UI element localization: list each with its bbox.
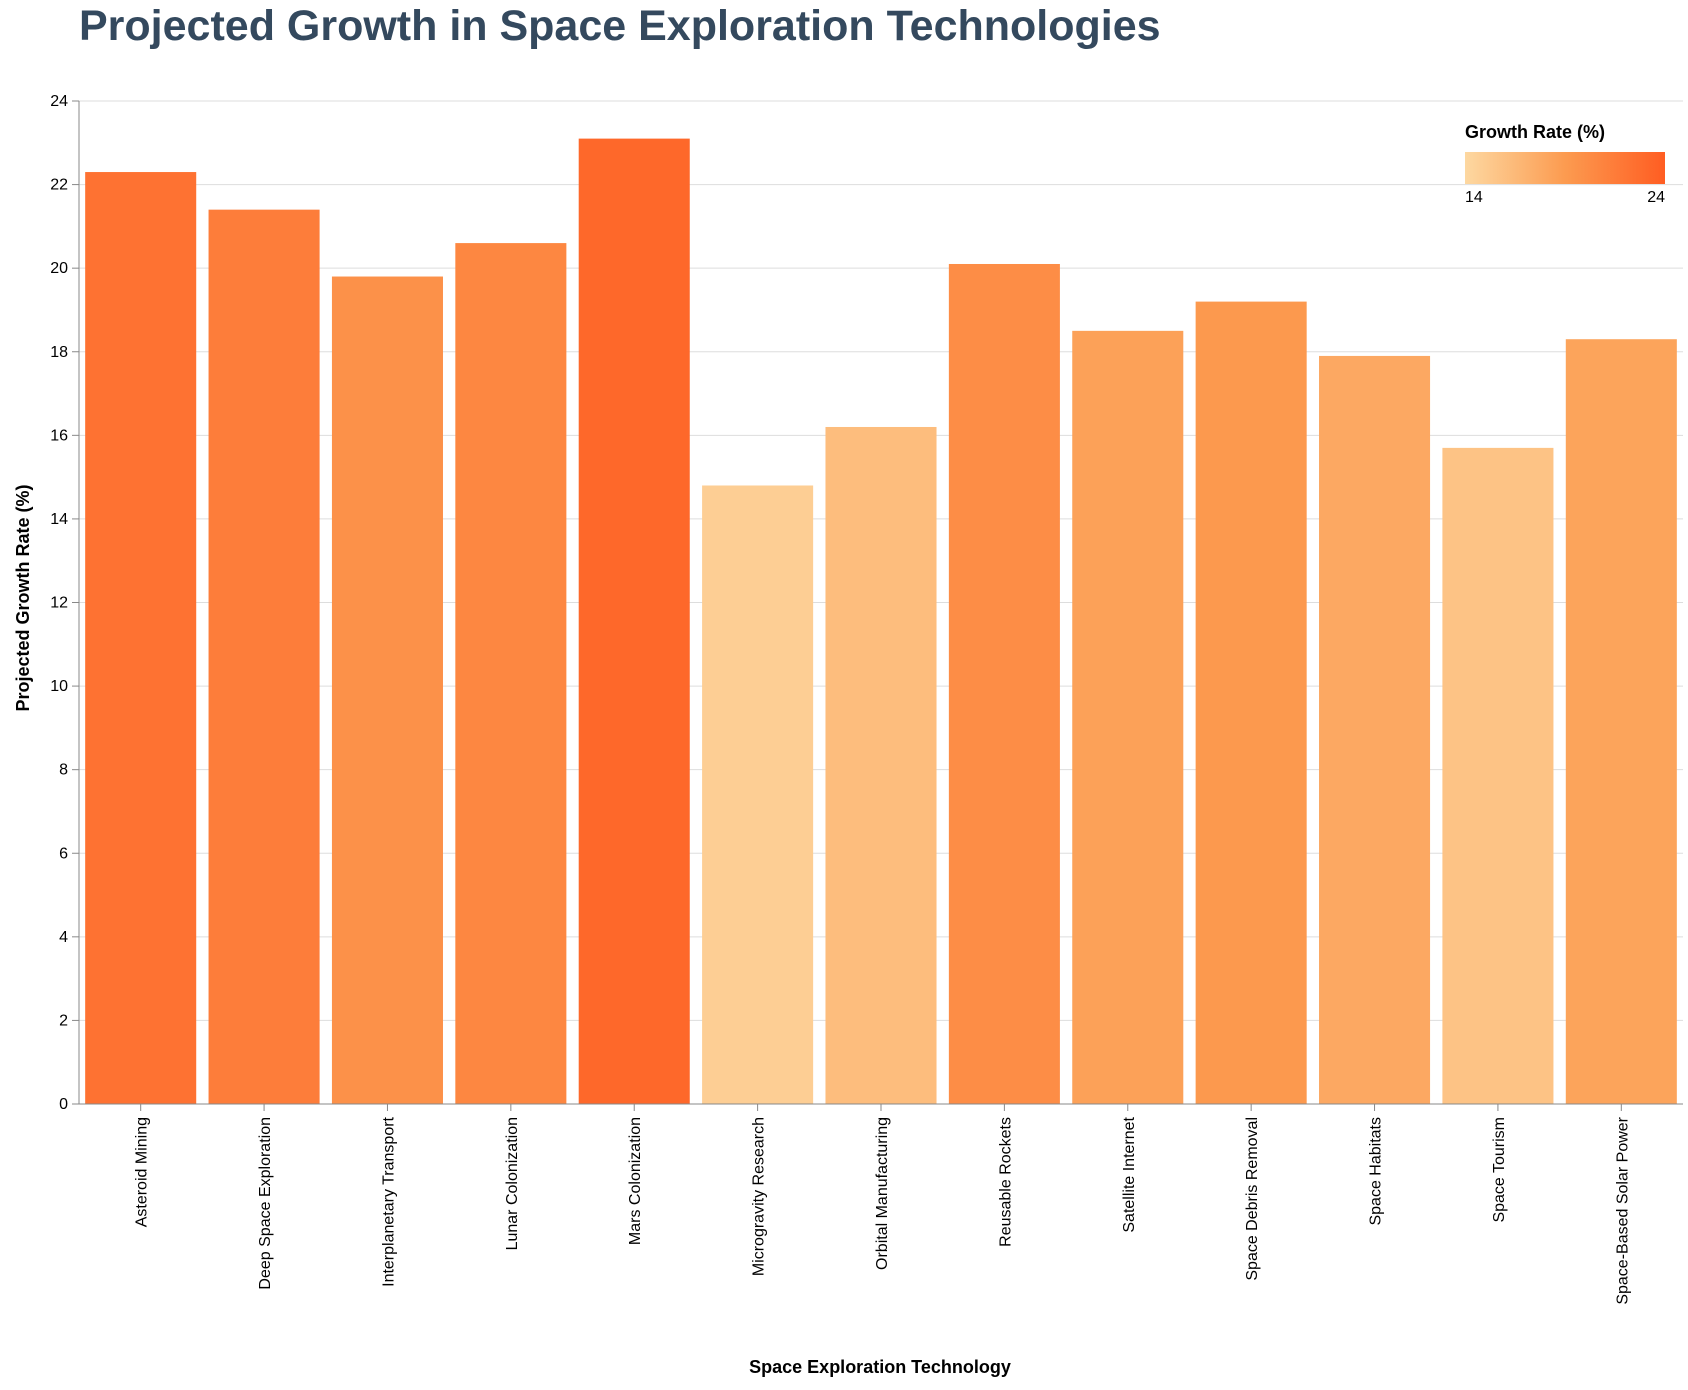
- bar-microgravity-research: [702, 485, 814, 1104]
- legend-min-label: 14: [1465, 189, 1483, 206]
- x-tick-label: Orbital Manufacturing: [874, 1117, 891, 1270]
- bar-space-habitats: [1319, 355, 1431, 1104]
- x-axis-title: Space Exploration Technology: [749, 1357, 1011, 1377]
- y-tick-label: 4: [59, 929, 68, 946]
- y-tick-label: 6: [59, 845, 68, 862]
- x-axis-ticks: Asteroid Mining Deep Space Exploration Int…: [134, 1104, 1631, 1305]
- y-tick-label: 10: [50, 678, 68, 695]
- bar-space-tourism: [1442, 447, 1554, 1104]
- bar-deep-space-exploration: [208, 209, 320, 1105]
- x-tick-label: Space Debris Removal: [1244, 1117, 1261, 1281]
- legend-title: Growth Rate (%): [1465, 122, 1605, 142]
- bar-space-based-solar-power: [1565, 339, 1677, 1104]
- y-tick-label: 20: [50, 260, 68, 277]
- y-tick-label: 8: [59, 762, 68, 779]
- y-tick-label: 0: [59, 1096, 68, 1113]
- x-tick-label: Mars Colonization: [627, 1117, 644, 1245]
- bar-satellite-internet: [1072, 330, 1184, 1105]
- bar-orbital-manufacturing: [825, 426, 937, 1105]
- x-tick-label: Asteroid Mining: [134, 1117, 151, 1227]
- y-tick-label: 14: [50, 511, 68, 528]
- y-tick-label: 2: [59, 1012, 68, 1029]
- bar-lunar-colonization: [455, 243, 567, 1104]
- color-legend: Growth Rate (%) 14 24: [1465, 122, 1665, 206]
- bar-reusable-rockets: [948, 263, 1060, 1104]
- x-tick-label: Interplanetary Transport: [380, 1116, 397, 1286]
- bar-mars-colonization: [578, 138, 690, 1105]
- x-tick-label: Space Tourism: [1491, 1117, 1508, 1223]
- legend-gradient-bar: [1465, 152, 1665, 184]
- y-tick-label: 16: [50, 427, 68, 444]
- x-tick-label: Deep Space Exploration: [257, 1117, 274, 1290]
- x-tick-label: Space-Based Solar Power: [1614, 1116, 1631, 1304]
- y-tick-label: 24: [50, 93, 68, 110]
- bar-asteroid-mining: [85, 172, 197, 1104]
- x-tick-label: Lunar Colonization: [504, 1117, 521, 1250]
- x-tick-label: Satellite Internet: [1121, 1116, 1138, 1232]
- bar-interplanetary-transport: [331, 276, 443, 1104]
- y-tick-label: 12: [50, 595, 68, 612]
- chart-title: Projected Growth in Space Exploration Te…: [79, 2, 1161, 50]
- y-tick-label: 18: [50, 344, 68, 361]
- x-tick-label: Space Habitats: [1368, 1117, 1385, 1226]
- y-tick-label: 22: [50, 177, 68, 194]
- x-tick-label: Reusable Rockets: [997, 1117, 1014, 1247]
- x-tick-label: Microgravity Research: [751, 1117, 768, 1276]
- legend-max-label: 24: [1647, 189, 1665, 206]
- y-axis-title: Projected Growth Rate (%): [13, 484, 33, 711]
- bar-space-debris-removal: [1195, 301, 1307, 1105]
- bars: [85, 138, 1677, 1105]
